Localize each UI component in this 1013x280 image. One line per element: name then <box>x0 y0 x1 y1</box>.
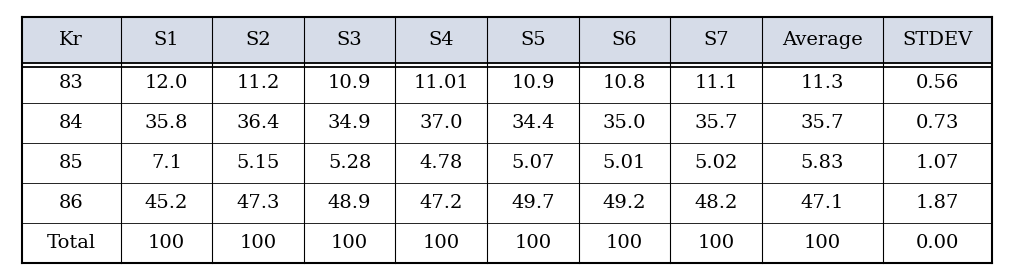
Text: 85: 85 <box>59 154 83 172</box>
Text: 100: 100 <box>606 234 643 252</box>
Text: 100: 100 <box>422 234 460 252</box>
Text: Average: Average <box>782 31 863 49</box>
Text: 48.9: 48.9 <box>328 194 372 212</box>
Text: 49.2: 49.2 <box>603 194 646 212</box>
Text: S1: S1 <box>154 31 179 49</box>
Text: 100: 100 <box>331 234 369 252</box>
Text: 5.07: 5.07 <box>512 154 554 172</box>
Text: 5.28: 5.28 <box>328 154 372 172</box>
Text: 10.9: 10.9 <box>512 74 555 92</box>
Bar <box>21 17 992 63</box>
Text: S4: S4 <box>428 31 454 49</box>
Text: 11.1: 11.1 <box>695 74 737 92</box>
Text: S3: S3 <box>336 31 363 49</box>
Text: 35.0: 35.0 <box>603 114 646 132</box>
Text: 100: 100 <box>515 234 551 252</box>
Bar <box>21 63 992 263</box>
Text: 0.00: 0.00 <box>916 234 958 252</box>
Text: S6: S6 <box>612 31 637 49</box>
Text: 1.87: 1.87 <box>916 194 958 212</box>
Text: 11.01: 11.01 <box>413 74 469 92</box>
Text: S2: S2 <box>245 31 270 49</box>
Text: 4.78: 4.78 <box>419 154 463 172</box>
Text: 35.8: 35.8 <box>145 114 188 132</box>
Text: 86: 86 <box>59 194 83 212</box>
Text: 12.0: 12.0 <box>145 74 188 92</box>
Text: 35.7: 35.7 <box>694 114 737 132</box>
Text: 35.7: 35.7 <box>800 114 844 132</box>
Text: 0.56: 0.56 <box>916 74 958 92</box>
Text: 47.1: 47.1 <box>800 194 844 212</box>
Text: Total: Total <box>47 234 95 252</box>
Text: 0.73: 0.73 <box>916 114 959 132</box>
Text: 47.2: 47.2 <box>419 194 463 212</box>
Text: STDEV: STDEV <box>902 31 972 49</box>
Text: 5.01: 5.01 <box>603 154 646 172</box>
Text: 11.2: 11.2 <box>236 74 280 92</box>
Text: 100: 100 <box>148 234 185 252</box>
Text: 5.15: 5.15 <box>236 154 280 172</box>
Text: 11.3: 11.3 <box>800 74 844 92</box>
Text: 49.7: 49.7 <box>512 194 555 212</box>
Text: 47.3: 47.3 <box>236 194 280 212</box>
Text: 5.83: 5.83 <box>800 154 844 172</box>
Text: S7: S7 <box>703 31 729 49</box>
Text: 1.07: 1.07 <box>916 154 958 172</box>
Text: 10.9: 10.9 <box>328 74 372 92</box>
Text: 5.02: 5.02 <box>695 154 737 172</box>
Text: 100: 100 <box>698 234 734 252</box>
Text: 37.0: 37.0 <box>419 114 463 132</box>
Text: 34.4: 34.4 <box>512 114 555 132</box>
Text: 36.4: 36.4 <box>236 114 280 132</box>
Text: 10.8: 10.8 <box>603 74 646 92</box>
Text: 7.1: 7.1 <box>151 154 182 172</box>
Text: 84: 84 <box>59 114 83 132</box>
Text: 100: 100 <box>239 234 277 252</box>
Text: 83: 83 <box>59 74 83 92</box>
Text: Kr: Kr <box>59 31 83 49</box>
Text: 34.9: 34.9 <box>328 114 372 132</box>
Text: S5: S5 <box>520 31 546 49</box>
Text: 48.2: 48.2 <box>695 194 737 212</box>
Text: 100: 100 <box>803 234 841 252</box>
Text: 45.2: 45.2 <box>145 194 188 212</box>
